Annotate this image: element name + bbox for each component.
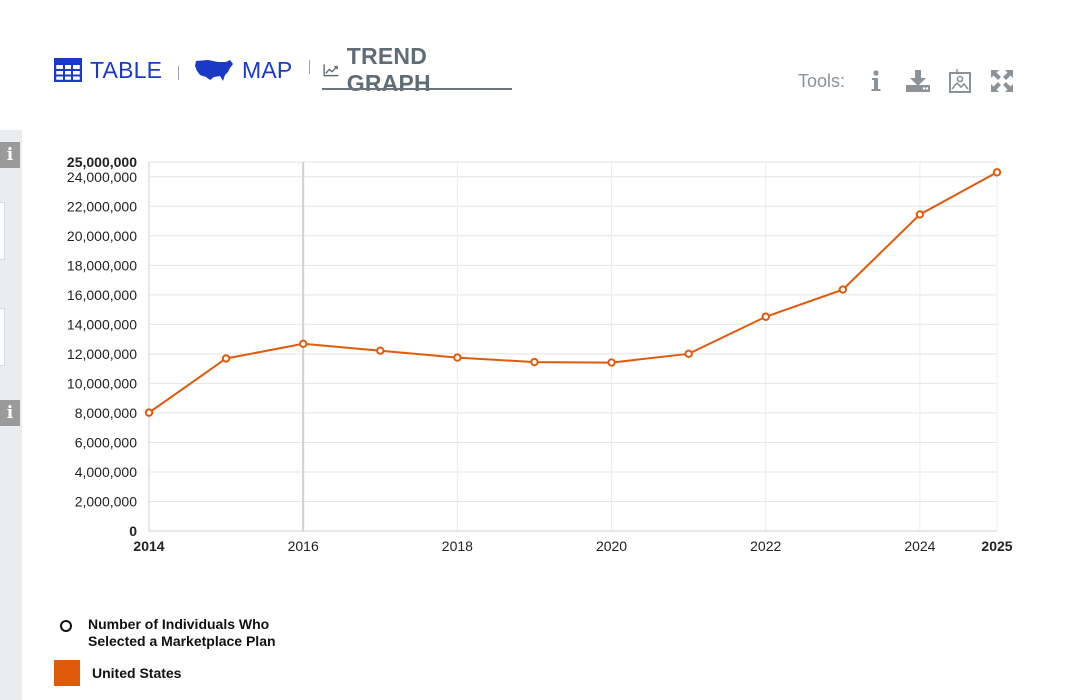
data-point <box>144 408 154 417</box>
data-point <box>761 312 770 321</box>
data-point <box>376 346 385 355</box>
tab-separator <box>309 60 310 74</box>
fullscreen-icon[interactable] <box>989 68 1015 94</box>
y-tick-label: 8,000,000 <box>75 405 137 421</box>
legend-series-label-line2: Selected a Marketplace Plan <box>88 633 276 649</box>
y-tick-label: 12,000,000 <box>67 346 137 362</box>
side-panel-tab[interactable] <box>0 202 5 260</box>
data-point <box>838 285 848 294</box>
tab-table-label: TABLE <box>90 56 163 83</box>
y-tick-label: 22,000,000 <box>67 198 137 214</box>
data-point <box>298 339 308 349</box>
y-tick-label: 16,000,000 <box>67 287 137 303</box>
y-tick-label: 2,000,000 <box>75 493 137 509</box>
side-panel-tab[interactable] <box>0 308 5 366</box>
tab-separator <box>178 66 179 80</box>
y-tick-label: 14,000,000 <box>67 316 137 332</box>
data-point <box>992 168 1002 177</box>
download-icon[interactable] <box>905 68 931 94</box>
y-tick-label: 20,000,000 <box>67 228 137 244</box>
legend-location[interactable]: United States <box>54 660 374 686</box>
tab-table[interactable]: TABLE <box>54 52 162 88</box>
data-point <box>530 357 539 367</box>
x-tick-label: 2025 <box>981 538 1012 554</box>
y-tick-label: 10,000,000 <box>67 375 137 391</box>
y-tick-label: 4,000,000 <box>75 464 137 480</box>
tab-trend-graph-label: TREND GRAPH <box>346 43 431 96</box>
legend-marker-icon <box>60 620 72 632</box>
y-tick-label: 24,000,000 <box>67 169 137 185</box>
left-rail: i i <box>0 130 22 700</box>
tab-map-label: MAP <box>242 56 293 83</box>
chart-series <box>144 168 1002 417</box>
table-icon <box>54 58 82 82</box>
series-line <box>148 171 998 414</box>
trend-graph-icon <box>323 64 339 77</box>
legend-location-label: United States <box>92 664 182 681</box>
info-icon[interactable] <box>863 68 889 94</box>
legend-series-label: Number of Individuals Who Selected a Mar… <box>88 616 276 650</box>
data-point <box>453 353 462 362</box>
y-tick-label: 18,000,000 <box>67 257 137 273</box>
data-point <box>915 210 925 219</box>
x-tick-label: 2022 <box>750 538 781 554</box>
data-point <box>684 349 693 359</box>
active-tab-underline <box>322 88 512 90</box>
y-tick-label: 25,000,000 <box>67 154 137 170</box>
trend-chart: 0 2,000,000 4,000,000 6,000,000 8,000,000 10,… <box>67 154 1013 554</box>
tab-trend-graph[interactable]: TREND GRAPH <box>323 43 443 96</box>
x-tick-label: 2020 <box>596 538 627 554</box>
tools-bar: Tools: <box>798 66 1031 96</box>
us-map-icon <box>195 60 233 81</box>
tools-label: Tools: <box>798 70 846 91</box>
tab-map[interactable]: MAP <box>194 52 292 88</box>
legend-series[interactable]: Number of Individuals Who Selected a Mar… <box>54 616 374 650</box>
x-tick-label: 2014 <box>133 538 164 554</box>
image-export-icon[interactable] <box>947 68 973 94</box>
data-point <box>221 354 231 363</box>
chart-grid <box>148 161 998 532</box>
x-tick-label: 2024 <box>904 538 935 554</box>
y-tick-label: 6,000,000 <box>75 434 137 450</box>
chart-axes: 0 2,000,000 4,000,000 6,000,000 8,000,000 10,… <box>67 154 1013 554</box>
x-tick-label: 2018 <box>442 538 473 554</box>
info-icon[interactable]: i <box>0 142 20 168</box>
y-tick-label: 0 <box>129 523 137 539</box>
x-tick-label: 2016 <box>288 538 319 554</box>
info-icon[interactable]: i <box>0 400 20 426</box>
chart-legend: Number of Individuals Who Selected a Mar… <box>54 616 374 686</box>
legend-swatch <box>54 660 80 686</box>
legend-series-label-line1: Number of Individuals Who <box>88 616 270 632</box>
data-point <box>607 358 616 367</box>
